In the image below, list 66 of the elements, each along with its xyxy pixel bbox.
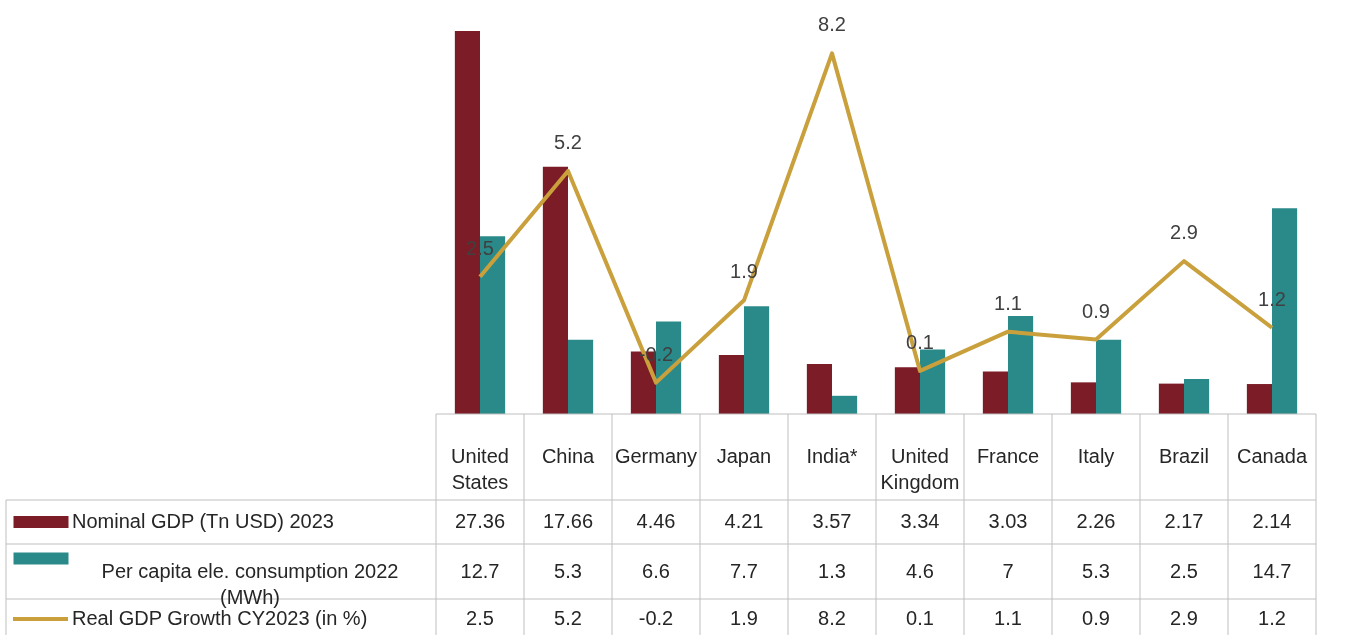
data-label: 3.57 [812, 510, 852, 532]
x-tick-label: Canada [1236, 445, 1308, 467]
data-label: 1.9 [730, 607, 758, 629]
bar [806, 364, 832, 414]
data-label: 6.6 [642, 559, 670, 582]
text: 2.5 [466, 236, 494, 259]
data-label: 1.3 [818, 559, 846, 582]
x-tick-label: France [976, 445, 1040, 467]
x-tick-label: Germany [614, 445, 698, 467]
x-tick-label: Brazil [1158, 445, 1210, 467]
data-label: 0.1 [906, 607, 934, 629]
bar [832, 395, 858, 414]
text: 8.2 [818, 13, 846, 36]
data-label: 27.36 [454, 510, 506, 532]
data-label: 2.17 [1164, 510, 1204, 532]
text: 1.2 [1258, 287, 1286, 310]
data-label: 1.2 [1258, 607, 1286, 629]
bar [1096, 339, 1122, 414]
data-label: 4.46 [636, 510, 676, 532]
data-label: 0.9 [1082, 607, 1110, 629]
data-label: 17.66 [542, 510, 594, 532]
data-label: 8.2 [818, 607, 846, 629]
data-label: 5.3 [1082, 559, 1110, 582]
data-label: 7 [1002, 559, 1014, 582]
x-tick-label: Italy [1077, 445, 1115, 467]
bar [1246, 384, 1272, 414]
data-label: -0.2 [638, 607, 674, 629]
bar [1158, 383, 1184, 414]
data-label: 14.7 [1252, 559, 1292, 582]
data-label: 12.7 [460, 559, 500, 582]
data-label: 3.34 [900, 510, 940, 532]
bar [1184, 379, 1210, 414]
bar [920, 349, 946, 414]
data-label: 4.21 [724, 510, 764, 532]
bar [744, 306, 770, 414]
bar [718, 355, 744, 414]
bar [1008, 316, 1034, 414]
x-tick-label: India* [806, 445, 858, 467]
text: 5.2 [554, 130, 582, 153]
data-label: 2.26 [1076, 510, 1116, 532]
data-label: 3.03 [988, 510, 1028, 532]
bar [542, 166, 568, 414]
data-label: 1.1 [994, 607, 1022, 629]
bar [982, 371, 1008, 414]
data-label: 2.9 [1170, 607, 1198, 629]
x-tick-label: Japan [716, 445, 772, 467]
data-label: 2.14 [1252, 510, 1292, 532]
text: 2.9 [1170, 221, 1198, 244]
data-label: 7.7 [730, 559, 758, 582]
data-label: 5.2 [554, 607, 582, 629]
legend-label: Nominal GDP (Tn USD) 2023 [72, 510, 334, 532]
text: -0.2 [638, 342, 674, 365]
data-label: 4.6 [906, 559, 934, 582]
bar [894, 367, 920, 414]
legend-label: Real GDP Growth CY2023 (in %) [72, 607, 368, 629]
data-label: 2.5 [1170, 559, 1198, 582]
legend-label: Per capita ele. consumption 2022 (MWh) [101, 559, 399, 608]
x-tick-label: China [541, 445, 595, 467]
bar [568, 339, 594, 414]
bar [1070, 382, 1096, 414]
text: 1.1 [994, 291, 1022, 314]
text: 0.9 [1082, 299, 1110, 322]
x-tick-label: United Kingdom [880, 445, 960, 493]
x-tick-label: United States [451, 445, 509, 493]
data-label: 5.3 [554, 559, 582, 582]
data-label: 2.5 [466, 607, 494, 629]
